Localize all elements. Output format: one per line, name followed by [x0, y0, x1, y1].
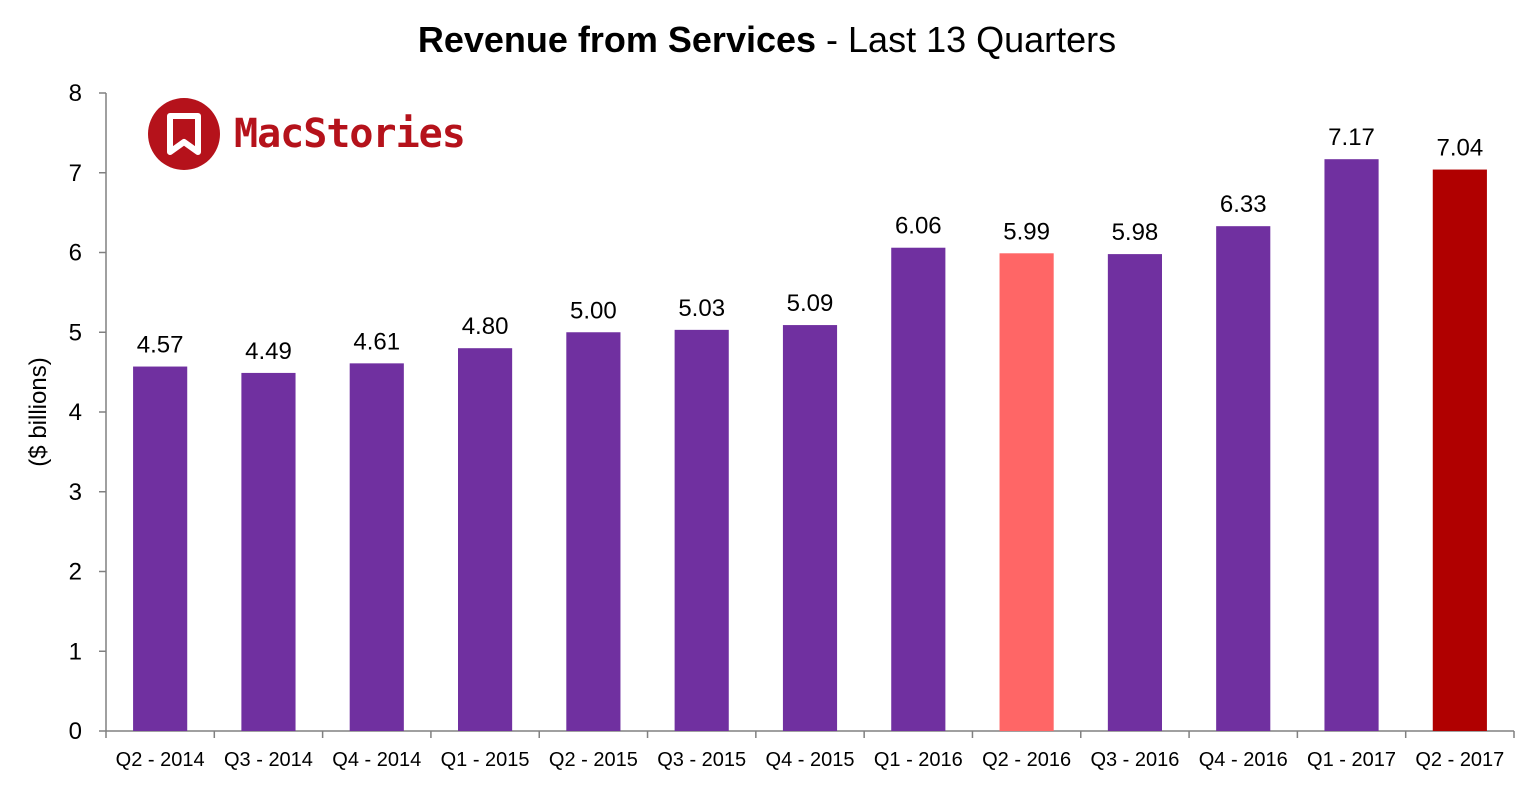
bar	[349, 363, 404, 731]
x-tick-label: Q2 - 2016	[982, 749, 1071, 771]
x-tick-label: Q3 - 2014	[224, 749, 313, 771]
bookmark-icon	[148, 98, 220, 170]
data-label: 6.06	[895, 213, 942, 240]
y-tick-label: 2	[69, 559, 82, 586]
y-axis-label: ($ billions)	[25, 357, 52, 466]
bar	[241, 372, 296, 731]
x-axis: Q2 - 2014 Q3 - 2014 Q4 - 2014 Q1 - 2015 Q2 -…	[105, 730, 1515, 771]
data-label: 4.61	[353, 328, 400, 355]
bars	[133, 159, 1487, 732]
y-tick-label: 0	[69, 718, 82, 745]
y-tick-label: 6	[69, 240, 82, 267]
bar	[1107, 254, 1162, 731]
bar	[1216, 226, 1271, 731]
logo-text: MacStories	[234, 111, 466, 157]
x-tick-label: Q1 - 2016	[874, 749, 963, 771]
x-tick-label: Q4 - 2015	[766, 749, 855, 771]
chart-title-sub: - Last 13 Quarters	[816, 19, 1117, 60]
y-tick-label: 7	[69, 160, 82, 187]
y-tick-label: 1	[69, 638, 82, 665]
x-tick-label: Q2 - 2014	[116, 749, 205, 771]
data-label: 4.80	[462, 313, 509, 340]
y-tick-label: 8	[69, 80, 82, 107]
bar	[1324, 159, 1379, 731]
data-label: 7.04	[1436, 135, 1483, 162]
data-label: 7.17	[1328, 124, 1375, 151]
bar	[1432, 169, 1487, 731]
x-tick-label: Q1 - 2017	[1307, 749, 1396, 771]
data-label: 5.03	[678, 295, 725, 322]
y-tick-label: 3	[69, 479, 82, 506]
data-label: 5.99	[1003, 218, 1050, 245]
data-label: 5.09	[787, 290, 834, 317]
x-tick-label: Q2 - 2017	[1415, 749, 1504, 771]
chart-title-main: Revenue from Services	[417, 19, 817, 60]
data-label: 5.00	[570, 297, 617, 324]
x-tick-label: Q3 - 2015	[657, 749, 746, 771]
y-axis: 0 1 2 3 4 5 6 7 8	[69, 80, 107, 745]
x-tick-label: Q3 - 2016	[1090, 749, 1179, 771]
bar	[999, 253, 1054, 732]
data-label: 6.33	[1220, 191, 1267, 218]
bar	[133, 366, 188, 731]
x-tick-label: Q4 - 2016	[1199, 749, 1288, 771]
data-label: 4.57	[137, 332, 184, 359]
x-tick-label: Q2 - 2015	[549, 749, 638, 771]
y-tick-label: 4	[69, 399, 82, 426]
bar	[566, 332, 621, 731]
bar	[782, 325, 838, 731]
bar	[458, 348, 513, 731]
x-tick-label: Q4 - 2014	[332, 749, 421, 771]
x-tick-label: Q1 - 2015	[441, 749, 530, 771]
bar	[891, 247, 946, 731]
macstories-logo: MacStories	[148, 98, 466, 170]
y-tick-label: 5	[69, 319, 82, 346]
data-label: 4.49	[245, 338, 292, 365]
data-labels: 4.57 4.49 4.61 4.80 5.00 5.03 5.09 6.06 5.99 5.98…	[137, 124, 1483, 365]
data-label: 5.98	[1112, 219, 1159, 246]
chart-title: Revenue from Services - Last 13 Quarters	[0, 18, 1534, 62]
bar	[674, 329, 729, 731]
